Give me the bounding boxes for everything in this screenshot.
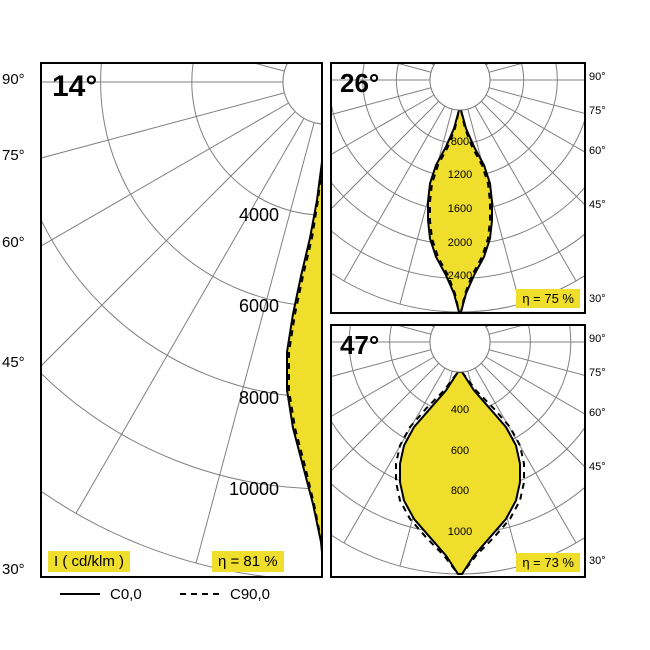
ring-label: 6000 <box>239 296 279 317</box>
axis-label: 90° <box>589 71 606 83</box>
axis-label: 45° <box>589 461 606 473</box>
axis-label: 60° <box>2 234 25 251</box>
ring-label: 1600 <box>442 203 478 215</box>
ring-label: 4000 <box>239 205 279 226</box>
axis-label: 60° <box>589 145 606 157</box>
ring-label: 800 <box>442 136 478 148</box>
top-right-polar-panel: 26° 800 1200 1600 2000 2400 η = 75 % <box>330 62 586 314</box>
axis-label: 30° <box>2 561 25 578</box>
ring-label: 2000 <box>442 237 478 249</box>
axis-label: 45° <box>589 199 606 211</box>
axis-label: 90° <box>589 333 606 345</box>
bot-right-polar-panel: 47° 400 600 800 1000 η = 73 % <box>330 324 586 578</box>
axis-label: 30° <box>589 293 606 305</box>
legend-dashed-label: C90,0 <box>230 586 270 603</box>
left-polar-panel: 14° 4000 6000 8000 10000 I ( cd/klm ) η = 8… <box>40 62 323 578</box>
tr-title: 26° <box>340 68 379 99</box>
ring-label: 400 <box>442 404 478 416</box>
left-eta: η = 81 % <box>212 551 284 572</box>
ring-label: 8000 <box>239 388 279 409</box>
left-polar-svg <box>42 64 323 578</box>
ring-label: 1200 <box>442 169 478 181</box>
ring-label: 800 <box>442 485 478 497</box>
ring-label: 2400 <box>442 270 478 282</box>
ring-label: 10000 <box>229 479 279 500</box>
axis-label: 90° <box>2 71 25 88</box>
axis-label: 75° <box>589 105 606 117</box>
axis-label: 45° <box>2 354 25 371</box>
left-title: 14° <box>52 70 97 104</box>
legend: C0,0 C90,0 <box>60 584 340 608</box>
axis-label: 75° <box>2 147 25 164</box>
br-eta: η = 73 % <box>516 553 580 572</box>
axis-label: 75° <box>589 367 606 379</box>
legend-svg: C0,0 C90,0 <box>60 584 340 604</box>
legend-solid-label: C0,0 <box>110 586 142 603</box>
axis-label: 30° <box>589 555 606 567</box>
left-unit-box: I ( cd/klm ) <box>48 551 130 572</box>
tr-eta: η = 75 % <box>516 289 580 308</box>
axis-label: 60° <box>589 407 606 419</box>
ring-label: 600 <box>442 445 478 457</box>
br-title: 47° <box>340 330 379 361</box>
ring-label: 1000 <box>442 526 478 538</box>
container: 14° 4000 6000 8000 10000 I ( cd/klm ) η = 8… <box>0 0 650 650</box>
